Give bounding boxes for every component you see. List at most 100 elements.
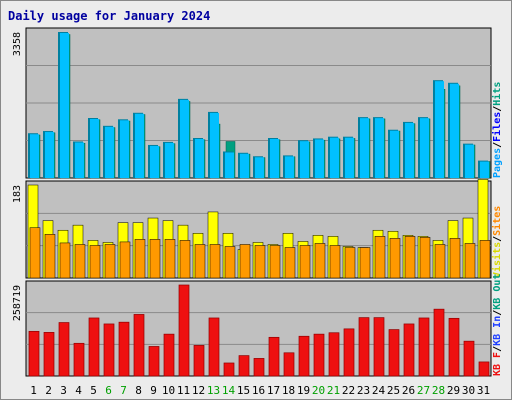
bar-kb-f bbox=[223, 362, 235, 377]
bar-kb-f bbox=[118, 321, 130, 377]
bar-hits bbox=[315, 139, 324, 178]
bar-sites bbox=[224, 246, 236, 279]
x-tick-label: 5 bbox=[90, 384, 97, 397]
x-tick-label: 7 bbox=[120, 384, 127, 397]
chart-title: Daily usage for January 2024 bbox=[8, 9, 210, 23]
bar-hits bbox=[270, 139, 279, 178]
bar-hits bbox=[30, 134, 39, 178]
x-tick-label: 10 bbox=[162, 384, 175, 397]
panel-legend: KB F/KB In/KB Out bbox=[492, 274, 503, 376]
x-tick-label: 21 bbox=[327, 384, 340, 397]
x-tick-label: 15 bbox=[237, 384, 250, 397]
bar-hits bbox=[210, 112, 219, 178]
x-tick-label: 17 bbox=[267, 384, 280, 397]
x-tick-label: 8 bbox=[135, 384, 142, 397]
bar-sites bbox=[419, 237, 431, 279]
x-tick-label: 6 bbox=[105, 384, 112, 397]
x-tick-label: 29 bbox=[447, 384, 460, 397]
bar-sites bbox=[194, 244, 206, 279]
legend-entry: / bbox=[492, 346, 503, 352]
bar-hits bbox=[75, 142, 84, 178]
bar-hits bbox=[135, 113, 144, 178]
x-tick-label: 18 bbox=[282, 384, 295, 397]
bar-kb-f bbox=[463, 340, 475, 377]
bar-sites bbox=[359, 247, 371, 279]
bar-sites bbox=[119, 241, 131, 279]
chart-panels: 3358Pages/Files/Hits183Visits/Sites25871… bbox=[12, 27, 503, 377]
x-tick-label: 16 bbox=[252, 384, 265, 397]
bar-sites bbox=[59, 242, 71, 279]
bar-sites bbox=[344, 247, 356, 279]
bar-hits bbox=[180, 99, 189, 178]
bar-sites bbox=[329, 245, 341, 279]
bar-sites bbox=[149, 239, 161, 279]
bar-hits bbox=[195, 139, 204, 178]
legend-entry: / bbox=[492, 142, 503, 148]
bar-kb-f bbox=[58, 322, 70, 377]
bar-kb-f bbox=[313, 333, 325, 377]
bar-kb-f bbox=[403, 323, 415, 377]
bar-kb-f bbox=[178, 284, 190, 377]
bar-hits bbox=[375, 118, 384, 178]
bar-kb-f bbox=[208, 317, 220, 377]
legend-entry: Visits bbox=[491, 242, 503, 278]
bar-sites bbox=[44, 234, 56, 279]
bar-sites bbox=[404, 236, 416, 279]
bar-kb-f bbox=[133, 314, 145, 377]
bar-sites bbox=[269, 245, 281, 279]
x-axis-labels: 1 2 3 4 5 6 7 8 9 10 11 12 13 14 15 16 17 18 19 20 21 22 23 24 2… bbox=[30, 384, 490, 397]
legend-entry: Pages bbox=[492, 148, 503, 178]
bar-sites bbox=[209, 244, 221, 279]
bar-hits bbox=[360, 118, 369, 178]
x-tick-label: 25 bbox=[387, 384, 400, 397]
legend-entry: KB F bbox=[492, 352, 503, 376]
bar-hits bbox=[255, 157, 264, 178]
x-tick-label: 26 bbox=[402, 384, 415, 397]
bar-kb-f bbox=[253, 358, 265, 377]
bar-hits bbox=[435, 81, 444, 178]
bar-hits bbox=[45, 132, 54, 178]
bar-sites bbox=[179, 240, 191, 279]
bar-hits bbox=[285, 156, 294, 178]
panel-max-label: 258719 bbox=[12, 285, 23, 321]
bar-hits bbox=[90, 119, 99, 178]
bar-sites bbox=[314, 243, 326, 279]
bar-kb-f bbox=[418, 317, 430, 377]
bar-hits bbox=[465, 144, 474, 178]
x-tick-label: 14 bbox=[222, 384, 236, 397]
bar-hits bbox=[60, 33, 69, 178]
bar-hits bbox=[300, 141, 309, 178]
bar-kb-f bbox=[193, 345, 205, 377]
bar-kb-f bbox=[448, 317, 460, 377]
bar-sites bbox=[479, 240, 491, 279]
bar-sites bbox=[254, 245, 266, 279]
x-tick-label: 2 bbox=[45, 384, 52, 397]
bar-sites bbox=[104, 244, 116, 279]
bar-hits bbox=[225, 152, 234, 178]
bar-kb-f bbox=[28, 330, 40, 377]
x-tick-label: 3 bbox=[60, 384, 67, 397]
bar-kb-f bbox=[328, 332, 340, 377]
x-tick-label: 28 bbox=[432, 384, 445, 397]
bar-sites bbox=[29, 227, 41, 279]
x-tick-label: 24 bbox=[372, 384, 386, 397]
bar-hits bbox=[150, 145, 159, 178]
x-tick-label: 12 bbox=[192, 384, 205, 397]
legend-entry: KB In bbox=[492, 316, 503, 346]
legend-entry: Sites bbox=[491, 206, 503, 236]
panel-kbytes: 258719 KB F/KB In/KB Out bbox=[12, 274, 503, 377]
legend-entry: / bbox=[492, 236, 503, 242]
bar-kb-f bbox=[433, 308, 445, 377]
bar-kb-f bbox=[73, 342, 85, 377]
bar-sites bbox=[74, 244, 86, 279]
x-tick-label: 23 bbox=[357, 384, 370, 397]
bar-kb-f bbox=[358, 317, 370, 377]
bar-kb-f bbox=[43, 332, 55, 377]
bar-hits bbox=[345, 137, 354, 178]
bar-hits bbox=[390, 130, 399, 178]
bar-sites bbox=[434, 244, 446, 279]
bar-kb-f bbox=[298, 335, 310, 377]
